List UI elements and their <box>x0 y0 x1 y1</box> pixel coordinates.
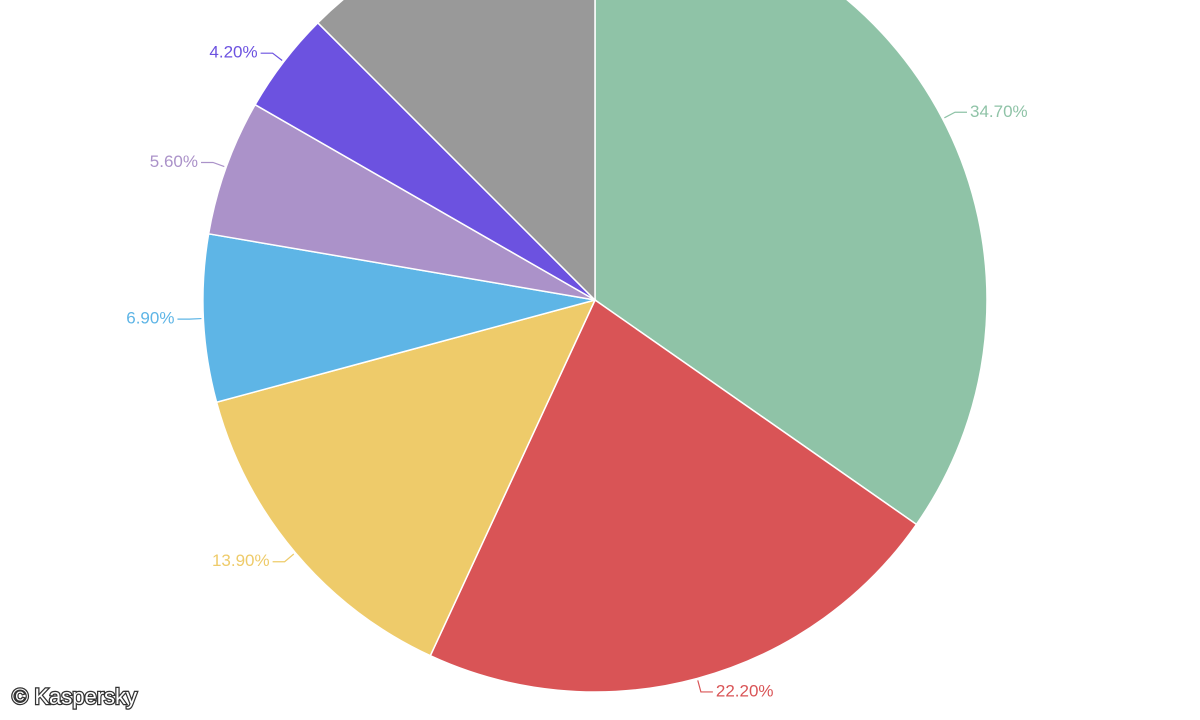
data-label: 5.60% <box>150 152 198 171</box>
pie-slice <box>594 0 988 526</box>
leader-line <box>260 52 283 61</box>
pie <box>202 0 988 693</box>
watermark: © Kaspersky <box>12 684 137 709</box>
leader-line <box>944 111 967 119</box>
pie-slice <box>316 0 596 302</box>
pie-slice <box>215 298 597 657</box>
data-label: 13.90% <box>212 551 270 570</box>
leader-line <box>272 553 295 563</box>
leader-line <box>177 317 202 320</box>
pie-slice <box>202 232 596 404</box>
data-label: 22.20% <box>716 681 774 700</box>
data-label: 34.70% <box>970 102 1028 121</box>
leader-line <box>201 161 225 168</box>
data-label: 6.90% <box>126 309 174 328</box>
leader-line <box>697 680 713 693</box>
pie-slice <box>207 103 596 301</box>
labels: 34.70% 22.20% 13.90% 6.90% 5.60% 4.20% <box>126 43 1027 701</box>
data-label: 4.20% <box>209 43 257 62</box>
pie-slice <box>429 298 918 693</box>
